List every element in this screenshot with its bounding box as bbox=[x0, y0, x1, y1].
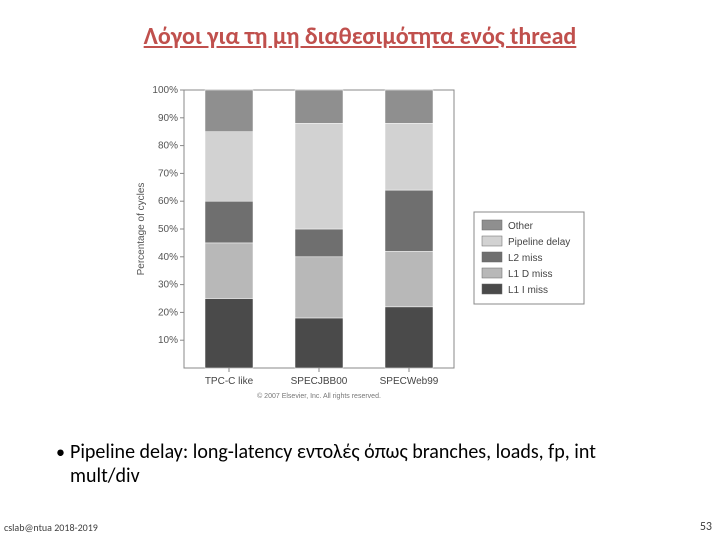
y-tick-label: 50% bbox=[158, 224, 178, 235]
bar-SPECWeb99-L2-miss bbox=[385, 190, 433, 251]
x-category-label: TPC-C like bbox=[205, 376, 254, 387]
x-category-label: SPECWeb99 bbox=[380, 376, 439, 387]
footer-left: cslab@ntua 2018-2019 bbox=[4, 521, 98, 534]
bar-TPC-C like-L1-I-miss bbox=[205, 299, 253, 369]
y-tick-label: 10% bbox=[158, 335, 178, 346]
legend-label: L1 D miss bbox=[508, 269, 552, 280]
legend-label: L2 miss bbox=[508, 253, 542, 264]
bar-SPECJBB00-L1-D-miss bbox=[295, 257, 343, 318]
y-tick-label: 70% bbox=[158, 168, 178, 179]
legend-swatch bbox=[482, 268, 502, 278]
y-tick-label: 80% bbox=[158, 141, 178, 152]
stall-reasons-chart: Percentage of cycles 10% 20% 30% 40% 50% 60% 70… bbox=[130, 82, 600, 412]
slide: Λόγοι για τη μη διαθεσιμότητα ενός threa… bbox=[0, 0, 720, 540]
bar-SPECJBB00-Pipeline-delay bbox=[295, 123, 343, 229]
y-axis-label: Percentage of cycles bbox=[136, 183, 147, 276]
legend-label: L1 I miss bbox=[508, 285, 548, 296]
bar-TPC-C like-L1-D-miss bbox=[205, 243, 253, 299]
bullet-block: • Pipeline delay: long-latency εντολές ό… bbox=[56, 440, 666, 488]
bullet-text: Pipeline delay: long-latency εντολές όπω… bbox=[70, 440, 666, 488]
y-tick-label: 100% bbox=[152, 85, 178, 96]
legend-swatch bbox=[482, 284, 502, 294]
y-tick-label: 30% bbox=[158, 280, 178, 291]
bar-SPECJBB00-L2-miss bbox=[295, 229, 343, 257]
y-tick-label: 60% bbox=[158, 196, 178, 207]
bar-SPECJBB00-L1-I-miss bbox=[295, 318, 343, 368]
legend-label: Pipeline delay bbox=[508, 237, 570, 248]
bar-TPC-C like-Other bbox=[205, 90, 253, 132]
slide-number: 53 bbox=[700, 520, 712, 534]
x-category-label: SPECJBB00 bbox=[291, 376, 348, 387]
bullet-marker: • bbox=[56, 440, 70, 464]
bar-TPC-C like-Pipeline-delay bbox=[205, 132, 253, 202]
bar-SPECJBB00-Other bbox=[295, 90, 343, 123]
legend-label: Other bbox=[508, 221, 534, 232]
bar-TPC-C like-L2-miss bbox=[205, 201, 253, 243]
chart-svg: Percentage of cycles 10% 20% 30% 40% 50% 60% 70… bbox=[130, 82, 600, 412]
bar-SPECWeb99-Other bbox=[385, 90, 433, 123]
slide-title: Λόγοι για τη μη διαθεσιμότητα ενός threa… bbox=[0, 22, 720, 51]
y-tick-label: 40% bbox=[158, 252, 178, 263]
y-tick-label: 90% bbox=[158, 113, 178, 124]
bar-SPECWeb99-Pipeline-delay bbox=[385, 123, 433, 190]
legend-swatch bbox=[482, 220, 502, 230]
legend-swatch bbox=[482, 236, 502, 246]
chart-copyright: © 2007 Elsevier, Inc. All rights reserve… bbox=[257, 392, 381, 400]
legend-swatch bbox=[482, 252, 502, 262]
bar-SPECWeb99-L1-I-miss bbox=[385, 307, 433, 368]
bar-SPECWeb99-L1-D-miss bbox=[385, 251, 433, 307]
y-tick-label: 20% bbox=[158, 307, 178, 318]
